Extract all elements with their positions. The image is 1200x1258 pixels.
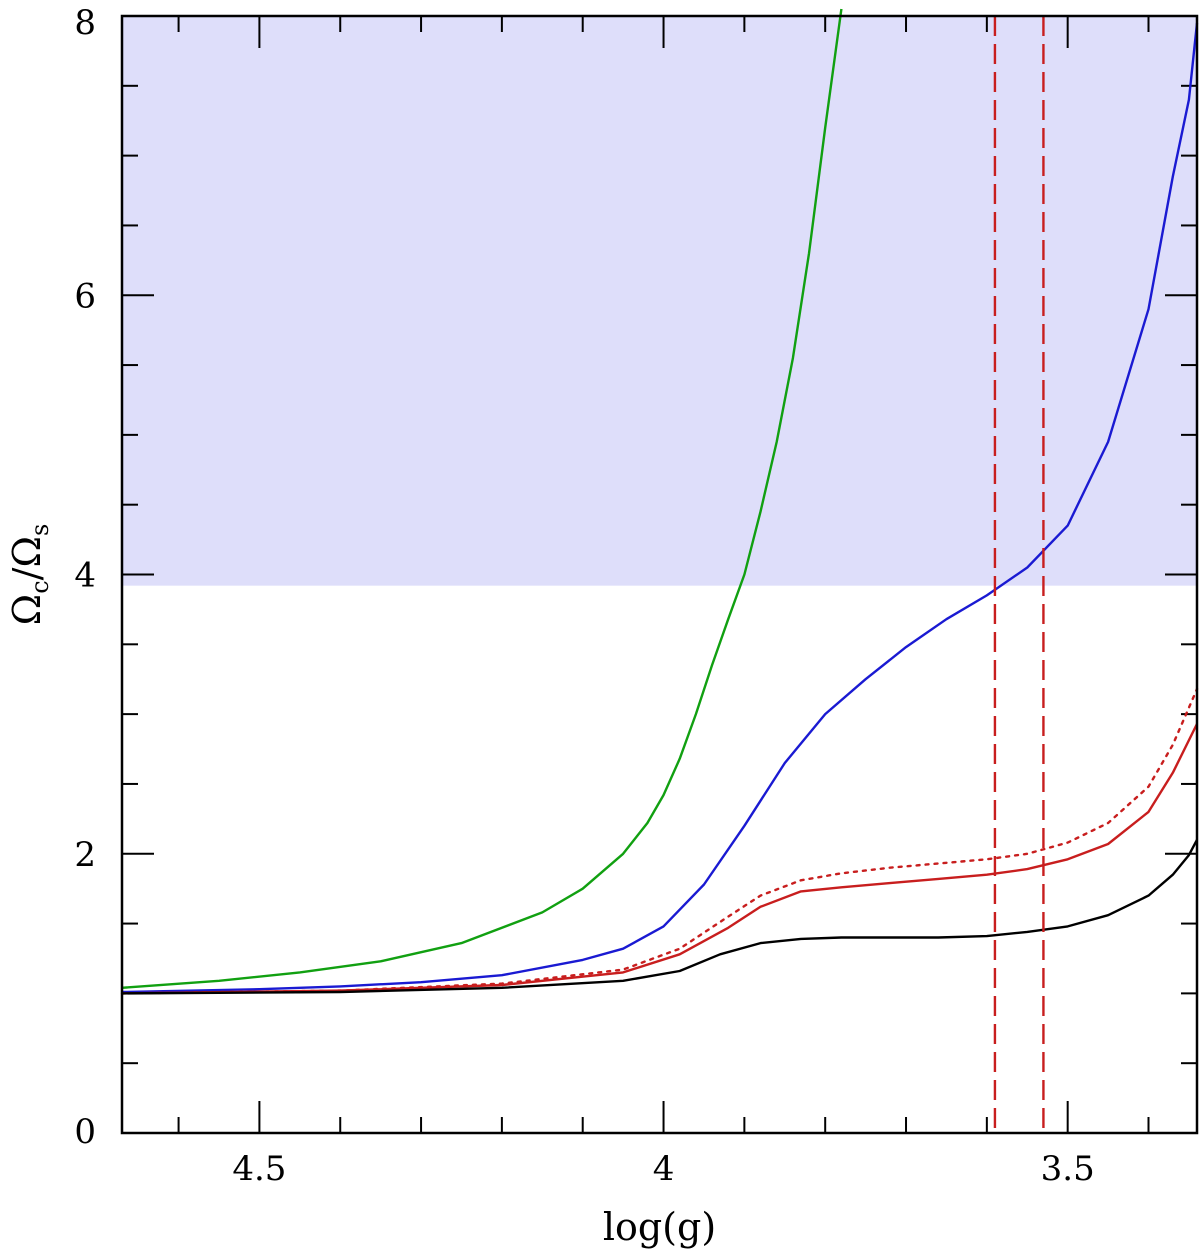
series-line-4 — [120, 687, 1199, 995]
x-axis-title: log(g) — [603, 1205, 716, 1249]
plot-frame — [120, 14, 1199, 1135]
y-axis-title-omega-1: Ω — [5, 594, 49, 626]
shaded-region — [122, 16, 1197, 586]
x-tick-label: 4.5 — [232, 1149, 286, 1189]
y-axis-title: Ωc/Ωs — [5, 524, 54, 626]
series-line-3 — [121, 723, 1199, 995]
y-axis-title-sub-1: c — [26, 580, 54, 593]
y-axis-title-sub-2: s — [26, 524, 54, 536]
tick-labels: 4.5 4 3.5 0 2 4 6 8 — [74, 3, 1094, 1189]
y-tick-label: 0 — [74, 1112, 96, 1152]
x-tick-label: 4 — [653, 1149, 675, 1189]
series-line-1 — [121, 8, 843, 989]
y-tick-label: 4 — [74, 556, 96, 596]
series-lines — [120, 8, 1199, 995]
x-tick-label: 3.5 — [1041, 1149, 1095, 1189]
y-tick-label: 8 — [74, 3, 96, 43]
series-line-2 — [121, 22, 1199, 994]
reference-lines — [993, 16, 1045, 1133]
y-axis-title-slash: / — [5, 567, 49, 580]
y-tick-label: 6 — [74, 276, 96, 316]
y-tick-label: 2 — [74, 835, 96, 875]
series-line-5 — [121, 839, 1199, 995]
tick-marks — [122, 15, 1197, 1134]
y-axis-title-omega-2: Ω — [5, 536, 49, 568]
shaded-band — [122, 16, 1197, 586]
